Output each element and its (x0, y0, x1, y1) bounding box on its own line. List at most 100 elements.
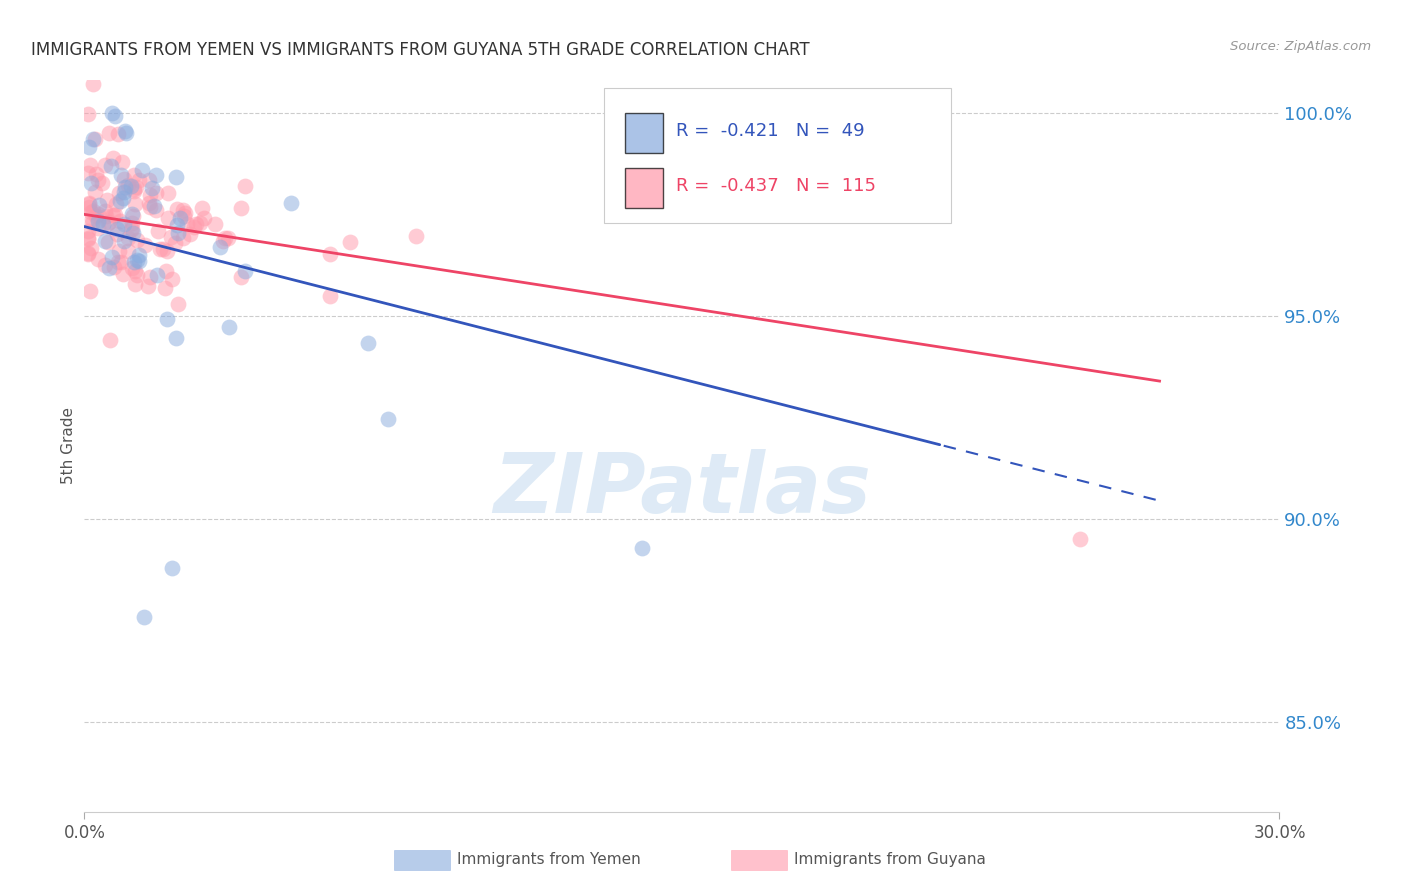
Point (138, 200, 160, 214)
Point (82, 203, 104, 218)
Point (190, 201, 212, 215)
Point (319, 246, 342, 260)
Point (112, 217, 135, 231)
Point (166, 219, 188, 233)
Point (94, 204, 117, 219)
Point (121, 209, 143, 223)
Point (110, 168, 132, 182)
Point (172, 203, 194, 218)
Point (77, 140, 100, 154)
Point (121, 207, 143, 221)
Point (80, 240, 103, 254)
Point (87, 221, 110, 235)
Point (77, 165, 100, 179)
Point (141, 181, 163, 195)
Text: R =  -0.421   N =  49: R = -0.421 N = 49 (676, 122, 865, 140)
Point (114, 126, 136, 140)
Point (100, 333, 122, 347)
Point (204, 217, 226, 231)
Point (94, 258, 117, 272)
Point (82, 211, 104, 226)
Point (77, 231, 100, 245)
Point (156, 311, 179, 326)
FancyBboxPatch shape (624, 113, 662, 153)
Point (108, 244, 131, 258)
Point (105, 227, 128, 242)
Point (139, 269, 162, 284)
Point (77, 224, 100, 238)
Point (173, 209, 195, 223)
Point (136, 278, 159, 293)
Point (145, 268, 167, 282)
Text: ZIPatlas: ZIPatlas (494, 450, 870, 531)
Point (172, 231, 194, 245)
Point (138, 173, 160, 187)
Point (209, 240, 232, 254)
Point (82, 77, 104, 91)
Point (193, 211, 215, 225)
Point (176, 217, 198, 231)
Point (80, 176, 103, 190)
Point (120, 178, 142, 193)
Point (183, 220, 205, 235)
Point (111, 155, 134, 169)
Point (233, 264, 256, 278)
Point (111, 190, 134, 204)
Point (125, 179, 148, 194)
Point (121, 222, 143, 236)
Point (165, 170, 187, 185)
Point (122, 184, 145, 198)
Point (100, 250, 122, 264)
Point (79, 196, 101, 211)
Point (214, 231, 236, 245)
Point (1069, 533, 1091, 547)
Point (100, 160, 122, 174)
Point (134, 237, 156, 252)
Point (108, 214, 131, 228)
Point (98, 215, 121, 229)
Point (165, 331, 187, 345)
Point (112, 172, 135, 186)
Point (96, 193, 118, 207)
Point (167, 227, 190, 241)
Point (101, 106, 124, 120)
Point (357, 335, 380, 350)
Point (124, 264, 146, 278)
Point (105, 222, 128, 236)
Point (132, 609, 156, 624)
Point (160, 271, 183, 285)
Point (112, 234, 135, 248)
Point (156, 186, 179, 201)
Point (84, 209, 107, 223)
Point (188, 216, 211, 230)
Text: Source: ZipAtlas.com: Source: ZipAtlas.com (1230, 40, 1371, 54)
Point (77, 232, 100, 246)
Point (124, 255, 146, 269)
Point (77, 107, 100, 121)
Point (84, 185, 107, 199)
Point (405, 228, 427, 243)
Point (280, 195, 302, 210)
Point (112, 185, 135, 199)
Point (318, 288, 340, 302)
Point (83, 132, 105, 146)
Point (122, 226, 145, 240)
Point (121, 261, 143, 276)
Point (79, 158, 101, 172)
Point (233, 178, 256, 193)
Point (145, 186, 167, 201)
Point (91, 176, 114, 190)
Point (166, 202, 188, 216)
Point (145, 203, 167, 218)
Point (79, 200, 101, 214)
Point (138, 195, 160, 210)
Point (80, 205, 103, 219)
Point (169, 211, 191, 225)
Point (139, 187, 162, 202)
Point (77, 247, 100, 261)
Point (103, 109, 125, 123)
Point (143, 199, 166, 213)
Point (91, 217, 114, 231)
Point (128, 173, 150, 187)
Point (96, 209, 118, 223)
